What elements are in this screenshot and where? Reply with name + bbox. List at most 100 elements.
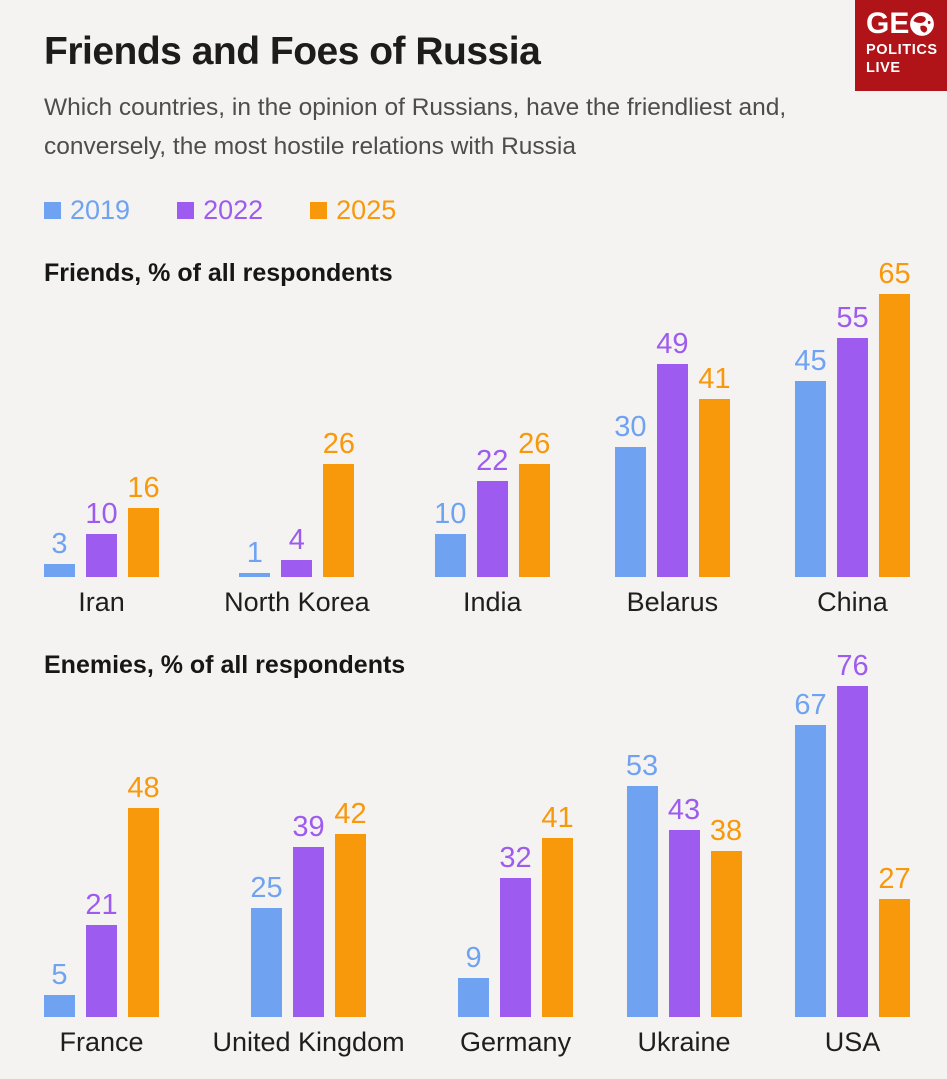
bar-2025: 26 <box>518 428 550 578</box>
bars-row: 10 22 26 <box>434 294 550 578</box>
enemies-chart-title: Enemies, % of all respondents <box>44 651 406 680</box>
bar-value-label: 5 <box>51 958 68 991</box>
bar-2025: 65 <box>878 258 911 578</box>
legend-swatch-icon <box>44 202 61 220</box>
legend-item-2025: 2025 <box>310 195 396 226</box>
bar-value-label: 67 <box>794 689 827 722</box>
bar-2022: 76 <box>836 650 869 1017</box>
bar-2019: 9 <box>458 942 490 1017</box>
bar-group-belarus: 30 49 41 Belarus <box>614 294 730 618</box>
bar-value-label: 39 <box>292 811 325 844</box>
logo-text-geo: GE <box>866 9 941 39</box>
bar-value-label: 26 <box>518 428 551 461</box>
bar-value-label: 21 <box>85 889 118 922</box>
bar-2022: 55 <box>836 302 869 578</box>
bars-row: 25 39 42 <box>250 686 367 1017</box>
bar-2019: 1 <box>239 537 271 578</box>
bar-2025: 16 <box>127 472 160 578</box>
bar-value-label: 45 <box>794 345 827 378</box>
bar-value-label: 43 <box>667 793 701 826</box>
bar-2019: 45 <box>794 345 827 578</box>
bar-group-india: 10 22 26 India <box>434 294 550 618</box>
bars-row: 5 21 48 <box>44 686 160 1017</box>
bar-2019: 3 <box>44 528 75 578</box>
bar-2022: 32 <box>499 842 532 1017</box>
bar-2019: 10 <box>434 498 466 578</box>
bar-value-label: 27 <box>878 863 911 896</box>
bar-2025: 27 <box>878 863 911 1017</box>
bars-row: 3 10 16 <box>44 294 160 578</box>
logo-politics-text: POLITICS <box>866 42 938 58</box>
bar-2022: 43 <box>668 794 700 1017</box>
friends-chart-title: Friends, % of all respondents <box>44 259 393 288</box>
bar-value-label: 30 <box>614 410 647 443</box>
logo-live-text: LIVE <box>866 59 901 76</box>
category-label: North Korea <box>224 587 370 618</box>
bars-row: 1 4 26 <box>239 294 355 578</box>
bar-group-france: 5 21 48 France <box>44 686 160 1058</box>
bar-2022: 22 <box>476 445 508 578</box>
legend-item-2019: 2019 <box>44 195 130 226</box>
bar-value-label: 10 <box>85 497 118 530</box>
bar-group-iran: 3 10 16 Iran <box>44 294 160 618</box>
bar-group-north-korea: 1 4 26 North Korea <box>224 294 370 618</box>
bar-2019: 30 <box>614 411 646 578</box>
category-label: United Kingdom <box>212 1026 405 1057</box>
bar-2019: 5 <box>44 959 75 1017</box>
bar-value-label: 3 <box>51 528 68 561</box>
bars-row: 9 32 41 <box>458 686 574 1017</box>
enemies-chart-section: Enemies, % of all respondents 5 21 48 Franc… <box>44 650 911 1058</box>
friends-chart-section: Friends, % of all respondents 3 10 16 Iran 1… <box>44 258 911 618</box>
bar-value-label: 4 <box>288 523 305 556</box>
page-title: Friends and Foes of Russia <box>44 30 541 73</box>
bar-2025: 48 <box>127 772 160 1017</box>
bar-group-germany: 9 32 41 Germany <box>458 686 574 1058</box>
category-label: France <box>59 1026 144 1057</box>
bar-value-label: 32 <box>499 841 532 874</box>
bar-2022: 39 <box>292 811 325 1017</box>
bar-value-label: 49 <box>656 327 689 360</box>
page-subtitle: Which countries, in the opinion of Russi… <box>44 94 787 161</box>
bar-group-usa: 67 76 27 USA <box>794 650 911 1058</box>
bar-group-ukraine: 53 43 38 Ukraine <box>626 686 742 1058</box>
globe-icon <box>910 12 935 36</box>
bar-value-label: 26 <box>322 428 356 461</box>
bar-2019: 53 <box>626 750 658 1017</box>
category-label: Iran <box>78 587 125 618</box>
category-label: Germany <box>460 1026 572 1057</box>
legend-item-2022: 2022 <box>177 195 263 226</box>
bar-group-united-kingdom: 25 39 42 United Kingdom <box>212 686 404 1058</box>
bar-value-label: 42 <box>334 798 367 831</box>
bar-group-china: 45 55 65 China <box>794 258 911 618</box>
bar-value-label: 25 <box>250 871 283 904</box>
legend-swatch-icon <box>310 202 328 220</box>
bar-value-label: 48 <box>127 771 160 804</box>
category-label: Ukraine <box>637 1026 731 1057</box>
legend: 2019 2022 2025 <box>44 195 910 226</box>
enemies-chart: 5 21 48 France 25 39 42 United Kingdom 9 32 41 Germ… <box>44 650 911 1058</box>
bar-2022: 21 <box>85 889 118 1017</box>
category-label: India <box>462 587 522 618</box>
bars-row: 30 49 41 <box>614 294 730 578</box>
legend-swatch-icon <box>177 202 195 220</box>
bar-2025: 41 <box>541 802 574 1017</box>
bar-value-label: 1 <box>246 536 263 569</box>
category-label: USA <box>824 1026 881 1057</box>
bars-row: 53 43 38 <box>626 686 742 1017</box>
bar-2025: 38 <box>710 815 742 1017</box>
geopolitics-live-logo: GE POLITICS LIVE <box>855 0 947 91</box>
bar-value-label: 41 <box>541 802 574 835</box>
bar-2022: 49 <box>656 328 688 578</box>
bar-2025: 42 <box>334 798 367 1017</box>
bar-value-label: 53 <box>625 750 659 783</box>
bar-value-label: 38 <box>709 815 743 848</box>
legend-label: 2022 <box>203 195 264 226</box>
bar-2022: 10 <box>85 498 118 578</box>
bar-value-label: 22 <box>476 445 509 478</box>
bar-2025: 26 <box>323 428 355 578</box>
bar-2019: 25 <box>250 872 283 1017</box>
friends-chart: 3 10 16 Iran 1 4 26 North Korea 10 22 26 India 30 49 4… <box>44 258 911 618</box>
category-label: Belarus <box>626 587 719 618</box>
bars-row: 67 76 27 <box>794 650 911 1017</box>
